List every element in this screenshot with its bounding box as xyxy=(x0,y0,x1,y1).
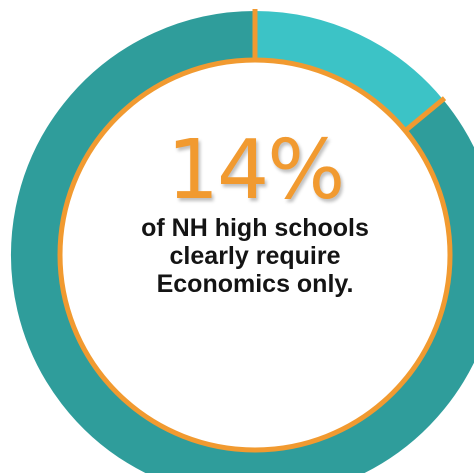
donut-ring xyxy=(11,9,474,473)
donut-slice-highlight xyxy=(254,11,443,131)
donut-inner-disc xyxy=(57,57,453,453)
donut-separator-1 xyxy=(402,96,447,134)
donut-slice-remainder xyxy=(11,11,474,473)
